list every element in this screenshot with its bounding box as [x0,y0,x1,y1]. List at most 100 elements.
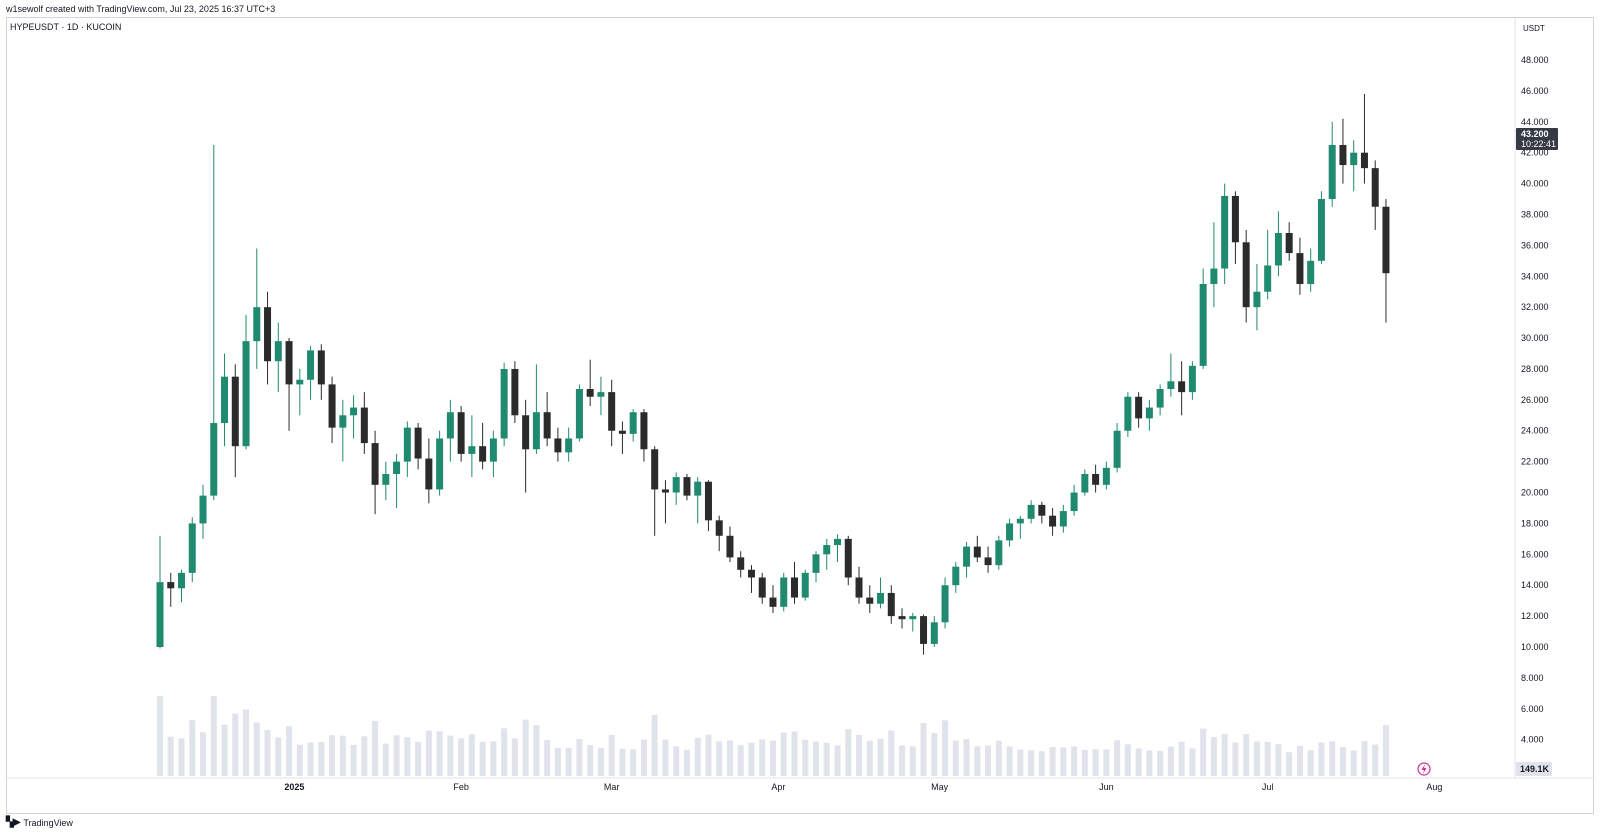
price-axis[interactable]: 48.000 46.000 44.000 42.000 40.000 38.000 36.0… [1521,55,1549,745]
candle-body [468,446,476,454]
volume-bar [1049,747,1056,776]
candle-body [834,538,842,546]
candle-down [511,361,519,424]
volume-bar [565,747,572,776]
candle-down [457,406,465,462]
volume-bar [415,741,422,776]
volume-bar [243,709,250,776]
volume-bar [1210,737,1217,776]
volume-layer [157,696,1389,776]
candle-up [1307,248,1315,292]
price-tick-label: 22.000 [1521,457,1549,467]
candle-body [823,545,831,555]
candle-up [909,613,917,632]
volume-bar [759,739,766,776]
candle-body [963,546,971,567]
volume-bar [619,748,626,776]
volume-bar [1081,750,1088,776]
volume-bar [318,741,325,776]
candle-body [984,557,992,566]
volume-bar [200,732,207,776]
volume-bar [737,745,744,776]
candle-up [296,368,304,416]
candle-down [479,423,487,470]
candle-up [489,430,497,478]
candle-body [285,341,293,385]
candle-body [1059,511,1067,527]
candle-body [1016,518,1024,524]
volume-bar [350,744,357,776]
volume-bar [178,738,185,776]
candle-up [1188,361,1196,400]
volume-bar [1296,745,1303,776]
candle-up [1113,423,1121,473]
volume-bar [942,720,949,776]
candle-down [726,526,734,563]
candle-body [941,585,949,623]
candle-down [844,535,852,586]
candle-body [866,597,874,604]
candle-up [1081,469,1089,496]
candle-body [221,376,229,424]
candle-body [672,477,680,493]
candle-up [156,535,164,649]
price-tick-label: 38.000 [1521,209,1549,219]
candle-body [253,307,261,342]
time-axis[interactable]: 2025 Feb Mar Apr May Jun Jul Aug [284,782,1442,792]
time-tick-label: 2025 [284,782,304,792]
candle-down [167,572,175,607]
volume-bar [877,738,884,776]
footer-brand[interactable]: ▚▶ TradingView [6,817,73,828]
candle-up [1328,121,1336,207]
candle-body [704,481,712,521]
volume-bar [813,741,819,776]
volume-bar [232,713,239,776]
candle-up [1221,183,1229,284]
volume-bar [823,742,830,776]
candle-up [1102,461,1110,490]
candle-body [1350,152,1358,166]
candle-body [877,592,885,604]
candle-body [479,446,487,462]
candle-body [575,389,583,439]
candle-up [834,534,842,563]
candle-down [231,364,239,478]
candle-body [489,438,497,462]
symbol-title: HYPEUSDT · 1D · KUCOIN [10,22,122,32]
candle-body [920,616,928,644]
candle-body [1382,206,1390,274]
volume-bar [1092,749,1099,776]
candle-body [1070,492,1078,512]
candle-body [242,341,250,447]
volume-bar [339,735,346,776]
price-tick-label: 48.000 [1521,55,1549,65]
candle-down [640,409,648,462]
candle-down [608,379,616,447]
candle-down [425,438,433,504]
volume-bar [501,728,508,776]
candle-body [1124,396,1132,431]
flash-icon[interactable] [1417,762,1431,776]
volume-bar [952,740,959,776]
candle-up [199,484,207,539]
last-price-badge: 43.200 10:22:41 [1516,128,1558,150]
watermark-text: w1sewolf created with TradingView.com, J… [6,4,276,14]
volume-bar [974,746,981,776]
candle-body [726,535,734,558]
candle-down [371,430,379,515]
volume-bar [533,725,540,776]
candle-body [747,569,755,578]
volume-bar [479,741,486,776]
candle-body [1081,473,1089,493]
candle-up [1070,484,1078,516]
volume-bar [1038,751,1045,776]
volume-bar [1361,741,1368,776]
brand-name: TradingView [23,817,73,828]
volume-bar [1318,742,1325,776]
candle-down [317,344,325,400]
volume-bar [866,740,873,776]
candle-body [1296,253,1304,284]
candle-up [468,415,476,478]
volume-value: 149.1K [1520,764,1550,774]
